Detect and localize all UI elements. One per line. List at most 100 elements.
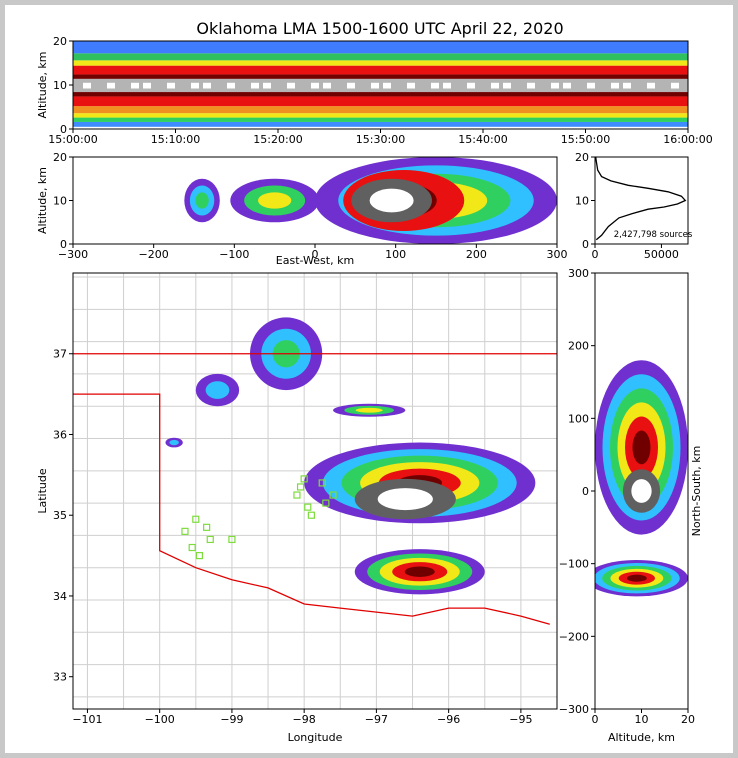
lma-station-marker	[293, 491, 301, 499]
altitude-band	[73, 65, 688, 75]
plan-density-blob-layer	[404, 566, 435, 577]
x-tick-label: 0	[592, 248, 599, 261]
x-tick-label: −98	[293, 713, 316, 726]
x-tick-label: 16:00:00	[663, 133, 712, 146]
y-tick-label: 35	[53, 509, 67, 522]
y-tick-label: 20	[53, 35, 67, 48]
lma-station-marker	[296, 483, 305, 491]
core-streak	[203, 82, 211, 89]
state-border	[73, 393, 550, 625]
altitude-band	[73, 117, 688, 122]
x-tick-label: −99	[220, 713, 243, 726]
core-streak	[407, 82, 415, 89]
x-tick-label: 15:30:00	[356, 133, 405, 146]
core-streak	[491, 82, 499, 89]
lma-station-marker	[329, 491, 337, 499]
altitude-band	[73, 41, 688, 54]
altitude-band	[73, 113, 688, 118]
sources-annotation: 2,427,798 sources	[614, 230, 693, 240]
ew-density-blob-layer	[195, 192, 209, 209]
core-streak	[263, 82, 271, 89]
lma-station-marker	[203, 523, 211, 531]
x-tick-label: 300	[547, 248, 568, 261]
x-tick-label: −96	[437, 713, 460, 726]
core-streak	[671, 82, 679, 89]
core-streak	[131, 82, 139, 89]
core-streak	[107, 82, 115, 89]
y-tick-label: −200	[559, 630, 589, 643]
y-tick-label: 36	[53, 428, 67, 441]
lma-station-marker	[304, 503, 312, 511]
altitude-band	[73, 106, 688, 114]
altitude-band	[73, 74, 688, 79]
plan-density-blob-layer	[205, 381, 230, 399]
y-axis-label: North-South, km	[690, 446, 703, 537]
core-streak	[227, 82, 235, 89]
y-tick-label: 0	[60, 238, 67, 251]
core-streak	[527, 82, 535, 89]
lma-station-marker	[228, 535, 236, 544]
ns-density-blob-layer	[626, 574, 647, 582]
y-tick-label: 20	[53, 151, 67, 164]
y-axis-label: Altitude, km	[36, 167, 49, 234]
y-tick-label: −300	[559, 703, 589, 716]
altitude-band	[73, 78, 688, 93]
y-tick-label: −100	[559, 558, 589, 571]
map-panel-frame	[72, 272, 558, 710]
plan-view-panel: −101 −100 −99 −98 −97 −96 −95 33 34 35 36 37 Longitu…	[36, 272, 558, 744]
altitude-time-panel: 15:00:00 15:10:00 15:20:00 15:30:00 15:40:00…	[36, 35, 713, 146]
x-tick-label: −101	[72, 713, 102, 726]
y-tick-label: 200	[568, 340, 589, 353]
core-streak	[503, 82, 511, 89]
y-tick-label: 0	[60, 123, 67, 136]
core-streak	[83, 82, 91, 89]
ns-density-blob-layer	[632, 430, 651, 465]
y-tick-label: 10	[53, 195, 67, 208]
lma-station-marker	[192, 515, 200, 523]
x-tick-label: −300	[58, 248, 88, 261]
ew-density-blob-layer	[258, 192, 292, 209]
x-tick-label: 50000	[644, 248, 679, 261]
core-streak	[323, 82, 331, 89]
y-tick-label: 10	[575, 195, 589, 208]
y-tick-label: 20	[575, 151, 589, 164]
altitude-band	[73, 92, 688, 97]
lma-station-marker	[195, 551, 204, 560]
lma-station-marker	[318, 479, 326, 487]
altitude-band	[73, 60, 688, 66]
altitude-histogram-panel: 0 50000 0 10 20 2,427,798 sources	[575, 151, 693, 261]
core-streak	[551, 82, 559, 89]
lma-station-marker	[181, 527, 189, 535]
y-tick-label: 10	[53, 79, 67, 92]
y-tick-label: 33	[53, 671, 67, 684]
x-tick-label: 15:20:00	[253, 133, 302, 146]
altitude-band	[73, 53, 688, 61]
core-streak	[347, 82, 355, 89]
north-south-altitude-panel: 0 10 20 300 200 100 0 −100 −200 −300 Altitude, km N…	[559, 267, 703, 744]
core-streak	[647, 82, 655, 89]
altitude-band	[73, 96, 688, 107]
y-tick-label: 100	[568, 412, 589, 425]
x-tick-label: 0	[592, 713, 599, 726]
y-tick-label: 34	[53, 590, 67, 603]
core-streak	[383, 82, 391, 89]
y-tick-label: 37	[53, 348, 67, 361]
core-streak	[311, 82, 319, 89]
x-tick-label: −95	[509, 713, 532, 726]
core-streak	[191, 82, 199, 89]
altitude-band	[73, 121, 688, 127]
y-tick-label: 300	[568, 267, 589, 280]
x-tick-label: 200	[466, 248, 487, 261]
figure-background	[5, 5, 733, 753]
lma-station-marker	[300, 475, 308, 483]
lma-station-marker	[188, 543, 196, 552]
x-axis-label: East-West, km	[276, 254, 354, 267]
x-tick-label: −97	[365, 713, 388, 726]
core-streak	[371, 82, 379, 89]
core-streak	[251, 82, 259, 89]
histogram-line	[595, 156, 687, 241]
x-tick-label: 20	[681, 713, 695, 726]
core-streak	[143, 82, 151, 89]
